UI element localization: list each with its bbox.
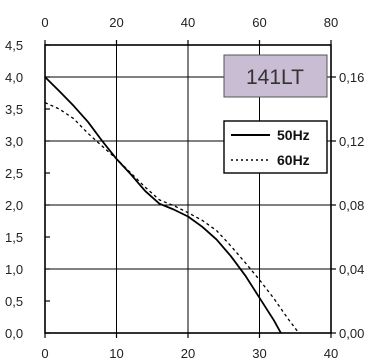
tick-layer: 0 10 20 30 40 0 20 40 60 80 0,0 0,5 1,0 1,5 2,0 2,5 3,0 3… — [5, 15, 364, 361]
top-tick-label: 20 — [109, 15, 123, 30]
top-tick-label: 40 — [181, 15, 195, 30]
model-label: 141LT — [246, 66, 304, 89]
series-line-50hz — [44, 76, 282, 334]
bottom-tick-label: 0 — [41, 346, 48, 361]
left-tick-label: 4,0 — [5, 70, 23, 85]
legend-box — [223, 120, 328, 174]
left-tick-label: 2,5 — [5, 166, 23, 181]
left-tick-label: 0,0 — [5, 326, 23, 341]
bottom-tick-label: 40 — [324, 346, 338, 361]
left-tick-label: 0,5 — [5, 294, 23, 309]
top-tick-label: 80 — [324, 15, 338, 30]
right-tick-label: 0,08 — [339, 198, 364, 213]
left-tick-label: 2,0 — [5, 198, 23, 213]
model-box: 141LT — [223, 54, 328, 98]
left-tick-label: 1,0 — [5, 262, 23, 277]
series-layer — [44, 76, 300, 334]
top-tick-label: 60 — [252, 15, 266, 30]
legend: 50Hz 60Hz — [223, 120, 328, 174]
bottom-tick-label: 20 — [181, 346, 195, 361]
left-tick-label: 1,5 — [5, 230, 23, 245]
top-tick-label: 0 — [41, 15, 48, 30]
right-tick-label: 0,04 — [339, 262, 364, 277]
right-tick-label: 0,16 — [339, 70, 364, 85]
right-tick-label: 0,00 — [339, 326, 364, 341]
left-tick-label: 4,5 — [5, 38, 23, 53]
left-tick-label: 3,5 — [5, 102, 23, 117]
legend-label-60hz: 60Hz — [277, 152, 310, 168]
left-tick-label: 3,0 — [5, 134, 23, 149]
right-tick-label: 0,12 — [339, 134, 364, 149]
legend-label-50hz: 50Hz — [277, 127, 310, 143]
bottom-tick-label: 30 — [252, 346, 266, 361]
bottom-tick-label: 10 — [109, 346, 123, 361]
model-box-background — [223, 54, 328, 98]
